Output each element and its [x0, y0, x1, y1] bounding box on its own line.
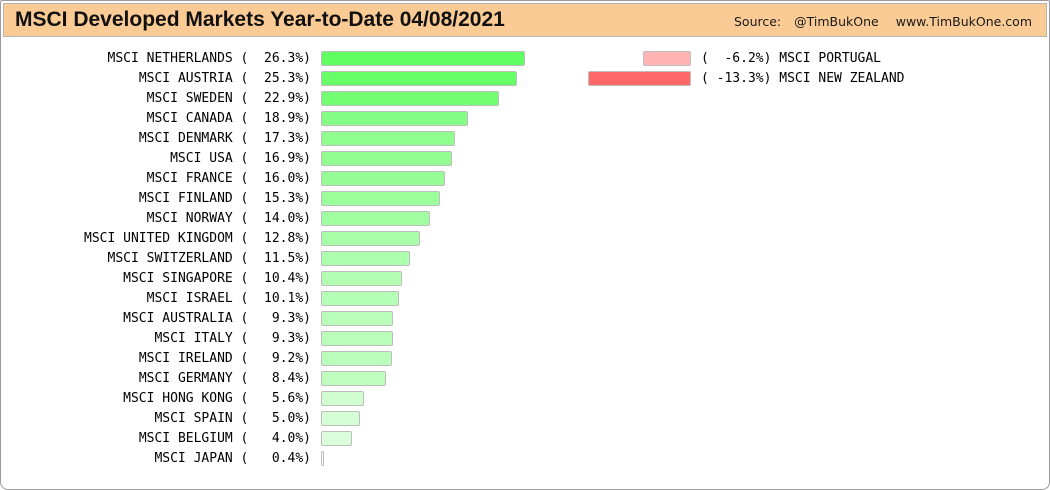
bar-label: MSCI FRANCE ( 16.0%): [146, 171, 311, 186]
bar: [321, 391, 364, 406]
bar: [321, 351, 392, 366]
bar: [321, 191, 440, 206]
bar-label: MSCI NETHERLANDS ( 26.3%): [107, 51, 312, 66]
bar-row: MSCI IRELAND ( 9.2%): [1, 349, 1049, 369]
bar-label: MSCI SWITZERLAND ( 11.5%): [107, 251, 312, 266]
bar-row: MSCI DENMARK ( 17.3%): [1, 129, 1049, 149]
header-band: MSCI Developed Markets Year-to-Date 04/0…: [3, 3, 1047, 37]
bar: [588, 71, 691, 86]
bar-label: MSCI JAPAN ( 0.4%): [154, 451, 311, 466]
bar-label: MSCI BELGIUM ( 4.0%): [138, 431, 311, 446]
bar-chart-area: MSCI NETHERLANDS ( 26.3%) MSCI AUSTRIA ( …: [1, 37, 1049, 489]
bar: [321, 411, 360, 426]
bar-row: MSCI UNITED KINGDOM ( 12.8%): [1, 229, 1049, 249]
bar-label: MSCI NORWAY ( 14.0%): [146, 211, 311, 226]
bar: [321, 271, 402, 286]
bar-label: MSCI FINLAND ( 15.3%): [138, 191, 311, 206]
bar-row: MSCI SWITZERLAND ( 11.5%): [1, 249, 1049, 269]
bar: [321, 91, 499, 106]
bar-row: MSCI SWEDEN ( 22.9%): [1, 89, 1049, 109]
bar: [321, 291, 399, 306]
bar: [321, 211, 430, 226]
bar-label: MSCI USA ( 16.9%): [170, 151, 311, 166]
bar: [643, 51, 691, 66]
source-handle: @TimBukOne: [794, 13, 879, 29]
bar-label: MSCI IRELAND ( 9.2%): [138, 351, 311, 366]
bar-row: MSCI FINLAND ( 15.3%): [1, 189, 1049, 209]
bar-label: MSCI ITALY ( 9.3%): [154, 331, 311, 346]
bar: [321, 231, 420, 246]
bar-row: ( -6.2%) MSCI PORTUGAL: [1, 49, 1049, 69]
bar-row: MSCI NETHERLANDS ( 26.3%): [1, 49, 1049, 69]
source-url: www.TimBukOne.com: [895, 13, 1032, 29]
source-label: Source:: [733, 13, 782, 29]
bar-label: MSCI HONG KONG ( 5.6%): [123, 391, 311, 406]
page-title: MSCI Developed Markets Year-to-Date 04/0…: [15, 8, 505, 31]
bar-row: MSCI AUSTRIA ( 25.3%): [1, 69, 1049, 89]
bar-row: MSCI ITALY ( 9.3%): [1, 329, 1049, 349]
bar-label: MSCI AUSTRIA ( 25.3%): [138, 71, 311, 86]
bar-row: MSCI JAPAN ( 0.4%): [1, 449, 1049, 469]
bar-label: MSCI SINGAPORE ( 10.4%): [123, 271, 311, 286]
bar-label: MSCI DENMARK ( 17.3%): [138, 131, 311, 146]
source-attribution: Source: @TimBukOne www.TimBukOne.com: [734, 4, 1032, 38]
bar: [321, 371, 386, 386]
bar: [321, 251, 410, 266]
bar-row: MSCI HONG KONG ( 5.6%): [1, 389, 1049, 409]
bar-label: MSCI AUSTRALIA ( 9.3%): [123, 311, 311, 326]
bar-label: MSCI CANADA ( 18.9%): [146, 111, 311, 126]
bar-row: MSCI SPAIN ( 5.0%): [1, 409, 1049, 429]
bar-label: MSCI UNITED KINGDOM ( 12.8%): [84, 231, 311, 246]
bar-label: MSCI ISRAEL ( 10.1%): [146, 291, 311, 306]
bar-row: MSCI CANADA ( 18.9%): [1, 109, 1049, 129]
bar-row: MSCI BELGIUM ( 4.0%): [1, 429, 1049, 449]
bar-row: MSCI ISRAEL ( 10.1%): [1, 289, 1049, 309]
bar: [321, 331, 393, 346]
bar-row: MSCI NORWAY ( 14.0%): [1, 209, 1049, 229]
bar: [321, 171, 445, 186]
bar: [321, 431, 352, 446]
bar: [321, 51, 525, 66]
bar-row: MSCI AUSTRALIA ( 9.3%): [1, 309, 1049, 329]
bar: [321, 311, 393, 326]
bar: [321, 451, 324, 466]
bar-row: ( -13.3%) MSCI NEW ZEALAND: [1, 69, 1049, 89]
bar-label: MSCI GERMANY ( 8.4%): [138, 371, 311, 386]
bar-row: MSCI SINGAPORE ( 10.4%): [1, 269, 1049, 289]
bar-label: MSCI SWEDEN ( 22.9%): [146, 91, 311, 106]
bar: [321, 111, 468, 126]
bar-label: MSCI SPAIN ( 5.0%): [154, 411, 311, 426]
bar-row: MSCI USA ( 16.9%): [1, 149, 1049, 169]
bar-label: ( -13.3%) MSCI NEW ZEALAND: [701, 71, 905, 86]
bar-row: MSCI GERMANY ( 8.4%): [1, 369, 1049, 389]
bar-row: MSCI FRANCE ( 16.0%): [1, 169, 1049, 189]
bar: [321, 71, 517, 86]
bar: [321, 151, 452, 166]
bar: [321, 131, 455, 146]
bar-label: ( -6.2%) MSCI PORTUGAL: [701, 51, 882, 66]
